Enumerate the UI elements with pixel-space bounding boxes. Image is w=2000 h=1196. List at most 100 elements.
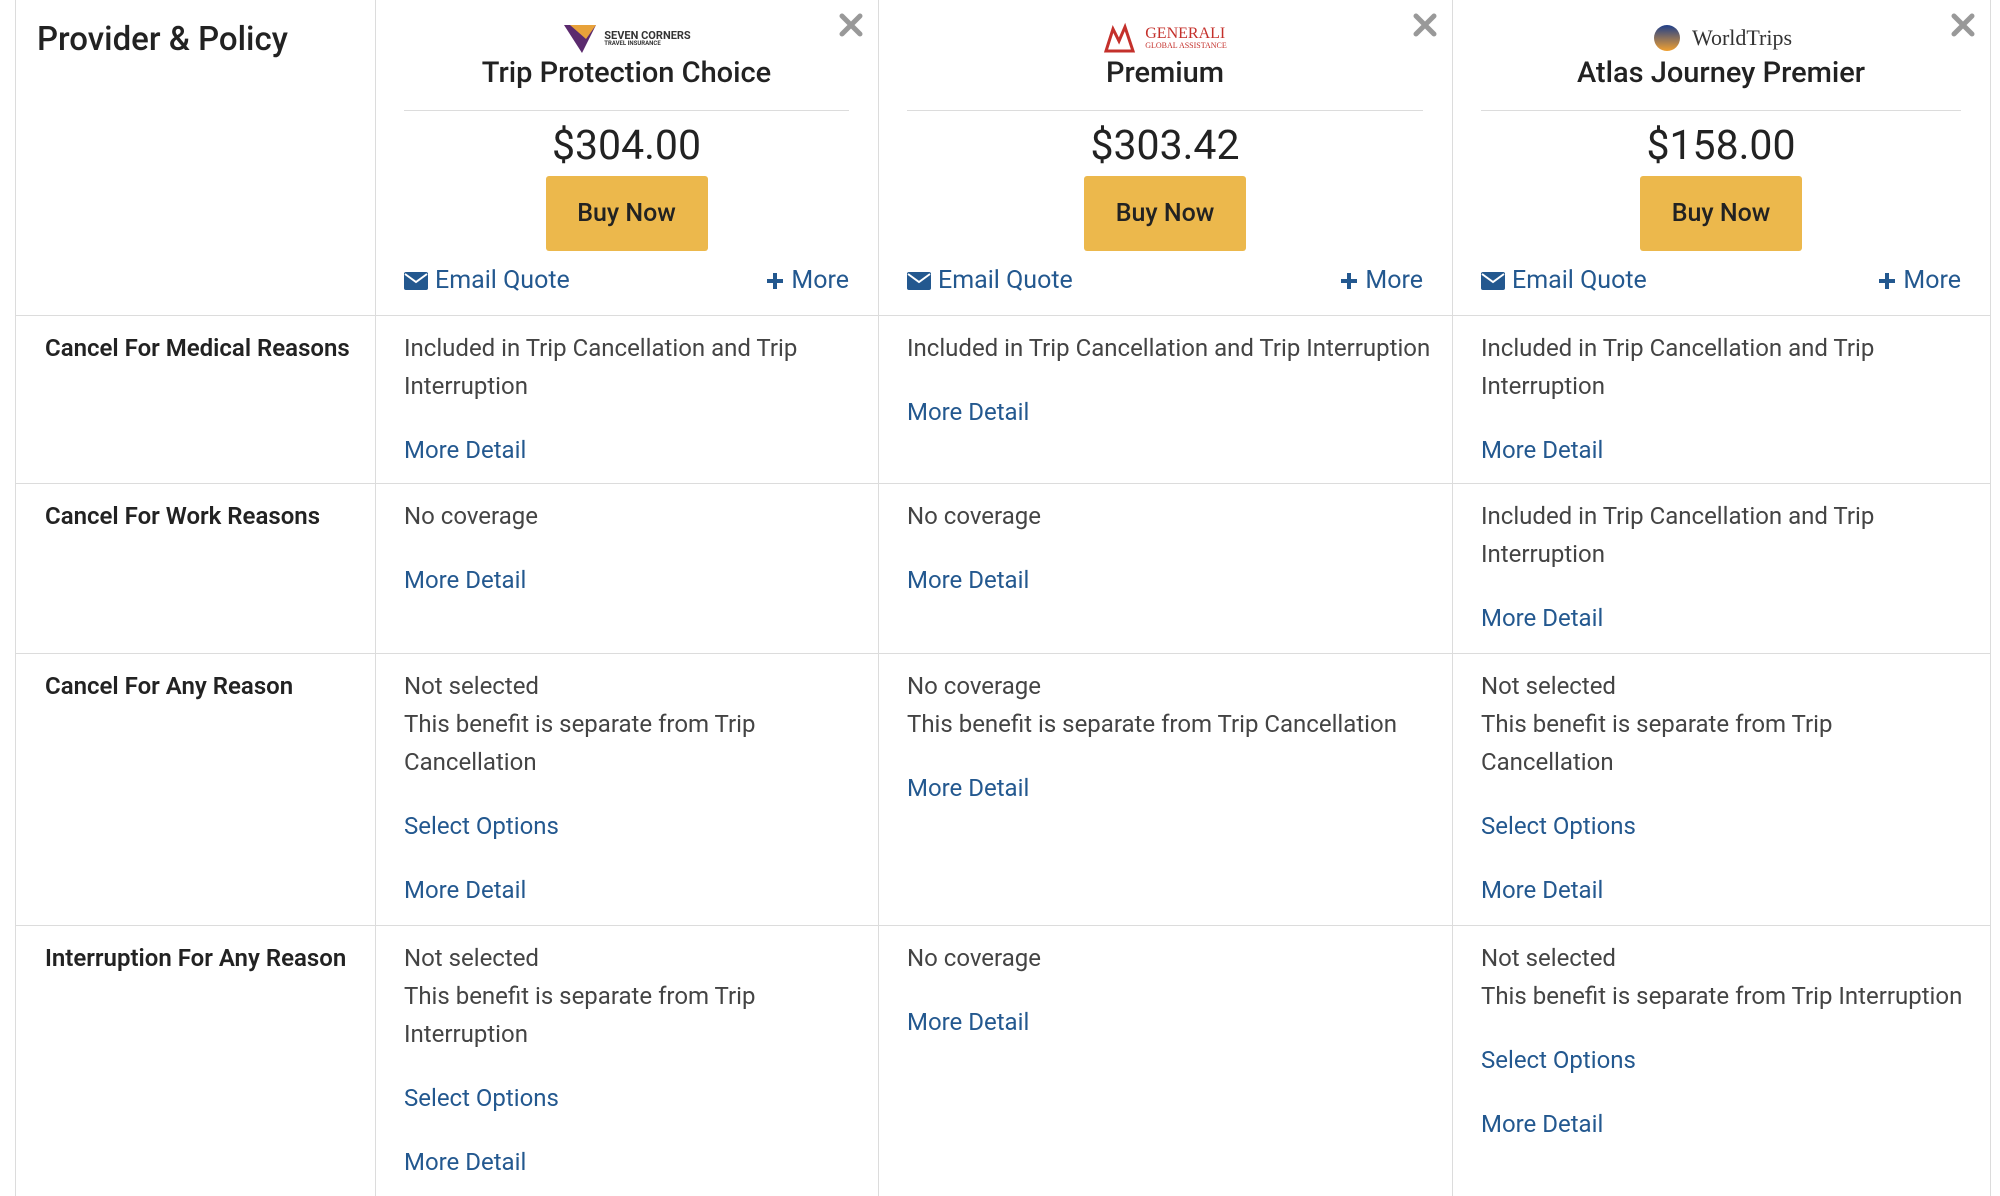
benefit-link[interactable]: More Detail [907,566,1030,594]
logo-text: GENERALI GLOBAL ASSISTANCE [1145,26,1227,50]
email-quote[interactable]: Email Quote [404,266,570,295]
header-rule [404,110,849,111]
column-border [375,0,376,1196]
column-border [1990,0,1991,1196]
benefit-text: This benefit is separate from Trip Inter… [404,982,756,1048]
benefit-link[interactable]: More Detail [404,566,527,594]
column-border [1452,0,1453,1196]
more-text[interactable]: More [791,266,849,295]
benefit-link[interactable]: More Detail [1481,1110,1604,1138]
logo-text: WorldTrips [1692,27,1792,49]
benefit-cell: No coverage More Detail [907,497,1431,599]
logo-text-line: SEVEN CORNERS [604,28,691,42]
more-link[interactable]: More [766,266,849,295]
logo-mark [1653,25,1680,51]
benefit-text: Included in Trip Cancellation and Trip I… [907,334,1431,362]
row-border [15,315,1990,316]
benefit-text: Not selected [404,944,539,972]
benefit-text: Not selected [1481,672,1616,700]
benefit-link[interactable]: More Detail [907,398,1030,426]
benefit-cell: No coverage More Detail [404,497,857,599]
benefit-link[interactable]: More Detail [404,1148,527,1176]
row-border [15,483,1990,484]
benefit-link[interactable]: More Detail [1481,604,1604,632]
column-border [15,0,16,1196]
price: $303.42 [1090,122,1240,170]
benefit-text: No coverage [907,502,1041,530]
close-button[interactable] [1412,12,1438,38]
benefit-text: No coverage [907,944,1041,972]
benefit-link[interactable]: More Detail [404,876,527,904]
more-text[interactable]: More [1903,266,1961,295]
benefit-text: Included in Trip Cancellation and Trip I… [404,334,798,400]
benefit-cell: Included in Trip Cancellation and Trip I… [1481,329,1969,469]
header-rule [1481,110,1961,111]
logo-mark [564,25,597,53]
plus-icon[interactable] [766,272,784,290]
row-label: Cancel For Medical Reasons [45,334,350,362]
benefit-link[interactable]: More Detail [907,774,1030,802]
benefit-text: This benefit is separate from Trip Cance… [1481,710,1833,776]
close-icon[interactable] [1950,12,1976,38]
close-button[interactable] [838,12,864,38]
column-border [878,0,879,1196]
plan-name: Premium [1105,56,1225,90]
envelope-icon[interactable] [907,271,931,290]
benefit-cell: Included in Trip Cancellation and Trip I… [907,329,1431,431]
benefit-link[interactable]: More Detail [907,1008,1030,1036]
plus-icon[interactable] [1878,272,1896,290]
benefit-cell: No coverage This benefit is separate from… [907,667,1431,807]
envelope-icon[interactable] [1481,271,1505,290]
close-icon[interactable] [1412,12,1438,38]
email-quote[interactable]: Email Quote [1481,266,1647,295]
price: $158.00 [1646,122,1796,170]
benefit-text: This benefit is separate from Trip Cance… [907,710,1397,738]
close-icon[interactable] [838,12,864,38]
logo-text: SEVEN CORNERS TRAVEL INSURANCE [604,30,690,47]
row-label: Cancel For Any Reason [45,672,294,700]
benefit-link[interactable]: Select Options [404,812,559,840]
row-border [15,653,1990,654]
benefit-link[interactable]: More Detail [404,436,527,464]
plan-name: Atlas Journey Premier [1576,56,1866,90]
benefit-link[interactable]: More Detail [1481,876,1604,904]
benefit-link[interactable]: More Detail [1481,436,1604,464]
buy-now-button[interactable]: Buy Now [1640,176,1802,251]
benefit-cell: Not selected This benefit is separate fro… [1481,667,1969,909]
more-text[interactable]: More [1365,266,1423,295]
buy-now-button[interactable]: Buy Now [1084,176,1246,251]
email-quote-text[interactable]: Email Quote [1512,266,1647,295]
provider-logo: WorldTrips [1481,20,1961,56]
benefit-link[interactable]: Select Options [1481,1046,1636,1074]
more-link[interactable]: More [1340,266,1423,295]
benefit-cell: Not selected This benefit is separate fro… [404,939,857,1181]
close-button[interactable] [1950,12,1976,38]
row-border [15,925,1990,926]
logo-text-line: WorldTrips [1691,25,1793,50]
benefit-text: Included in Trip Cancellation and Trip I… [1481,502,1875,568]
benefit-text: No coverage [907,672,1041,700]
benefit-text: No coverage [404,502,538,530]
benefit-text: Included in Trip Cancellation and Trip I… [1481,334,1875,400]
logo-text-line: GLOBAL ASSISTANCE [1145,41,1227,50]
provider-logo: SEVEN CORNERS TRAVEL INSURANCE [404,20,849,56]
price: $304.00 [551,122,702,170]
benefit-cell: Not selected This benefit is separate fro… [404,667,857,909]
email-quote[interactable]: Email Quote [907,266,1073,295]
email-quote-text[interactable]: Email Quote [435,266,570,295]
plus-icon[interactable] [1340,272,1358,290]
benefit-link[interactable]: Select Options [1481,812,1636,840]
buy-now-button[interactable]: Buy Now [545,176,708,251]
envelope-icon[interactable] [404,271,428,290]
benefit-cell: Not selected This benefit is separate fro… [1481,939,1969,1143]
provider-logo: GENERALI GLOBAL ASSISTANCE [907,20,1423,56]
email-quote-text[interactable]: Email Quote [938,266,1073,295]
plan-name: Trip Protection Choice [481,56,772,90]
more-link[interactable]: More [1878,266,1961,295]
logo-text-line: GENERALI [1145,25,1226,42]
logo-text-line: TRAVEL INSURANCE [604,39,661,47]
row-label: Cancel For Work Reasons [45,502,321,530]
benefit-link[interactable]: Select Options [404,1084,559,1112]
benefit-text: Not selected [1481,944,1616,972]
